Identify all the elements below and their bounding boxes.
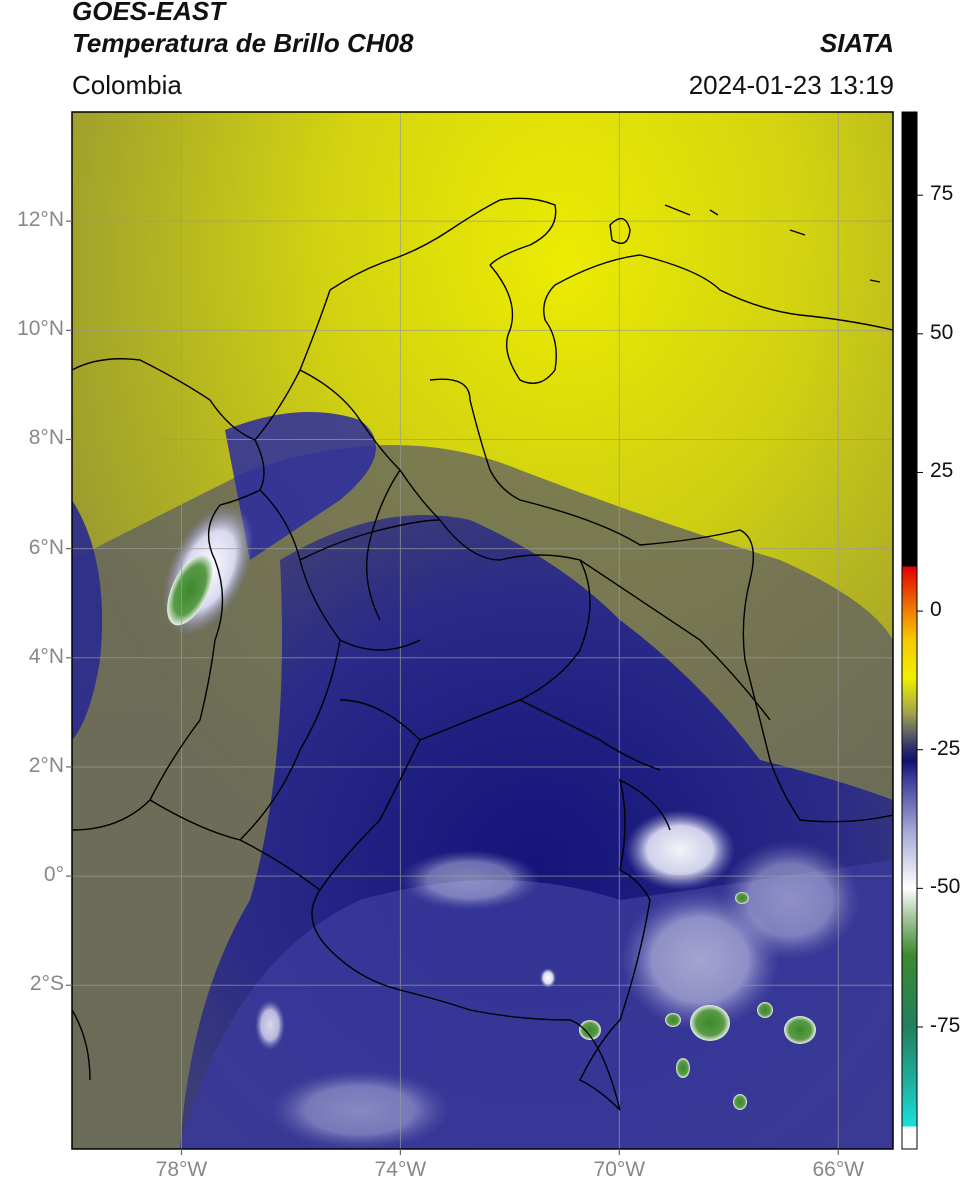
colorbar-tick-label: 0: [930, 598, 942, 622]
colorbar-tick-label: -50: [930, 875, 961, 899]
lat-tick-label: 8°N: [28, 426, 64, 450]
graticule: [72, 112, 893, 1149]
colorbar: [901, 111, 918, 1150]
colorbar-tick-label: -25: [930, 736, 961, 760]
coastlines-borders: [72, 197, 893, 1111]
colorbar-tick-label: -75: [930, 1014, 961, 1037]
lat-tick-label: 4°N: [28, 644, 64, 668]
lat-tick-label: 2°N: [28, 753, 64, 777]
datetime-label: 2024-01-23 13:19: [688, 70, 894, 100]
colorbar-tick-label: 50: [930, 320, 954, 344]
plot-frame: [71, 111, 894, 1150]
lat-tick-label: 2°S: [29, 972, 64, 996]
colorbar-tick-label: 25: [930, 459, 954, 483]
lat-tick-label: 10°N: [17, 317, 64, 341]
lat-tick-label: 0°: [43, 863, 64, 887]
axis-ticks: [66, 220, 839, 1155]
colorbar-tick-label: 75: [930, 182, 954, 206]
satellite-title: GOES-EAST: [72, 0, 226, 26]
satellite-imagery: [72, 112, 893, 1149]
lon-tick-label: 66°W: [812, 1158, 865, 1181]
lat-tick-label: 12°N: [17, 208, 64, 232]
region-label: Colombia: [72, 70, 182, 100]
colorbar-ticks: [917, 194, 923, 1028]
lon-tick-label: 78°W: [155, 1158, 208, 1181]
product-title: Temperatura de Brillo CH08: [72, 28, 414, 58]
lon-tick-label: 70°W: [593, 1158, 646, 1181]
lon-tick-label: 74°W: [374, 1158, 427, 1181]
lat-tick-label: 6°N: [28, 535, 64, 559]
source-label: SIATA: [819, 28, 894, 58]
